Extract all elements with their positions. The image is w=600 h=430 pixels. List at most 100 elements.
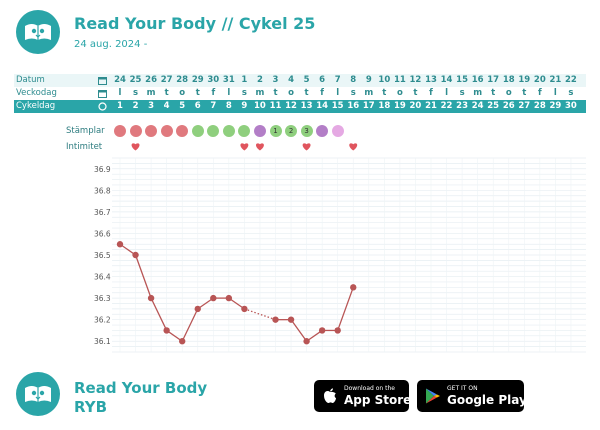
y-tick-label: 36.8 [94,186,111,195]
cykeldag-cell: 15 [331,101,344,111]
cykeldag-cell: 2 [132,101,139,111]
datum-cell: 25 [129,75,142,85]
app-store-small-text: Download on the [344,385,395,392]
data-point [318,327,326,334]
apple-icon [324,388,336,403]
veckodag-cell: t [491,88,496,98]
veckodag-cell: l [336,88,340,98]
datum-cell: 4 [288,75,294,85]
veckodag-cell: t [413,88,418,98]
data-point [272,316,279,323]
cykeldag-cell: 18 [378,101,391,111]
datum-cell: 7 [334,75,341,85]
heart-icon [131,143,140,151]
data-point [194,305,201,313]
veckodag-cell: t [273,88,278,98]
datum-cell: 31 [222,75,235,85]
datum-cell: 9 [365,75,372,85]
veckodag-cell: o [288,88,294,98]
veckodag-cell: s [459,88,465,98]
cykeldag-cell: 11 [269,101,282,111]
veckodag-cell: s [568,88,574,98]
google-play-small-text: GET IT ON [447,385,478,392]
stamp-marker [222,125,235,137]
cykeldag-cell: 29 [549,101,562,111]
cykeldag-cell: 27 [518,101,531,111]
series-segment [181,308,199,342]
veckodag-cell: m [146,88,156,98]
veckodag-cell: t [382,88,387,98]
cykeldag-cell: 10 [254,101,266,111]
google-play-icon [426,388,440,404]
cykeldag-cell: 25 [487,101,500,111]
stamp-marker [160,125,173,137]
datum-cell: 24 [114,75,126,85]
datum-cell: 18 [502,75,515,85]
data-point [116,241,124,248]
datum-cell: 14 [440,75,453,85]
stamp-marker [207,125,220,137]
app-store-big-text: App Store [344,393,412,407]
series-segment [150,297,168,331]
data-point [147,294,155,302]
cykeldag-cell: 23 [456,101,469,111]
data-point [210,294,217,302]
datum-cell: 2 [256,75,263,85]
veckodag-cell: s [350,88,356,98]
cykeldag-cell: 1 [117,101,123,111]
veckodag-cell: l [553,88,557,98]
stamp-marker [145,125,158,137]
cycle-grid: Datum 24 25 26 27 28 29 30 31 1 2 3 4 5 6 7 8 9 10 11 12 13 1… [14,74,586,113]
veckodag-cell: t [164,88,169,98]
y-tick-label: 36.3 [94,294,111,303]
app-store-button[interactable]: Download on the App Store [314,380,412,412]
stamp-marker [129,125,142,137]
datum-cell: 6 [319,75,326,85]
veckodag-cell: s [133,88,139,98]
cykeldag-cell: 3 [148,101,155,111]
heart-icon [302,143,311,151]
veckodag-cell: l [118,88,122,98]
page-title: Read Your Body // Cykel 25 [74,14,316,33]
datum-cell: 26 [145,75,158,85]
stamp-marker: 3 [300,125,313,137]
google-play-big-text: Google Play [447,393,527,407]
datum-cell: 19 [518,75,531,85]
y-tick-label: 36.2 [94,316,111,325]
stamp-marker [238,125,251,137]
veckodag-cell: f [537,88,542,98]
datum-cell: 16 [471,75,484,85]
data-point [163,327,170,334]
datum-cell: 11 [393,75,406,85]
y-tick-label: 36.5 [94,251,111,260]
datum-cell: 13 [425,75,437,85]
google-play-button[interactable]: GET IT ON Google Play [417,380,527,412]
cykeldag-cell: 14 [316,101,329,111]
row-label-datum: Datum [16,75,45,85]
footer-logo [16,372,60,416]
veckodag-cell: m [255,88,265,98]
row-cykeldag: Cykeldag 1 2 3 4 5 6 7 8 9 10 11 12 13 14 15 16 17 18 19 20… [14,100,586,113]
cykeldag-cell: 20 [409,101,422,111]
row-datum: Datum 24 25 26 27 28 29 30 31 1 2 3 4 5 6 7 8 9 10 11 12 13 1… [14,74,586,87]
veckodag-cell: o [505,88,512,98]
cykeldag-cell: 24 [471,101,484,111]
stamp-marker [191,125,204,137]
calendar-icon [98,90,107,98]
veckodag-cell: f [320,88,324,98]
datum-cell: 8 [350,75,357,85]
series-segment [290,319,308,342]
heart-icon [349,143,358,151]
data-point [303,338,310,345]
data-point [132,251,139,259]
data-point [334,327,341,334]
datum-cell: 3 [272,75,279,85]
intimacy-label: Intimitet [66,142,103,152]
footer-title: Read Your Body [74,379,208,397]
cykeldag-cell: 4 [163,101,170,111]
veckodag-cell: l [445,88,448,98]
stamps-label: Stämplar [66,126,105,136]
footer-subtitle: RYB [74,398,108,416]
cykeldag-cell: 5 [179,101,186,111]
